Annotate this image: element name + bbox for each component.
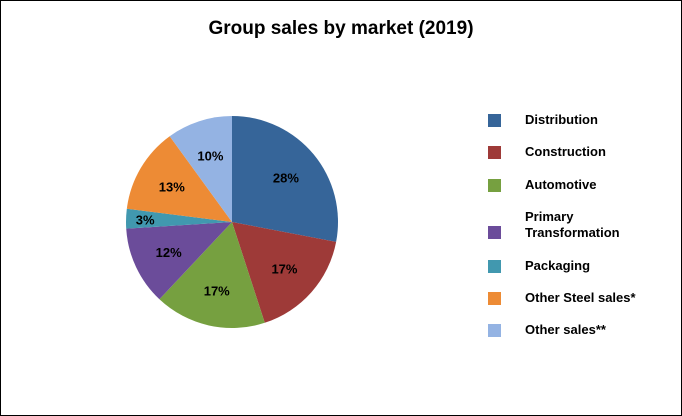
pie-slice-construction [232, 222, 337, 323]
legend-item: Distribution [488, 112, 678, 144]
legend-item: Primary Transformation [488, 209, 678, 241]
legend-item: Construction [488, 144, 678, 176]
legend-swatch-icon [488, 226, 501, 239]
legend-swatch-icon [488, 324, 501, 337]
legend-label: Other sales** [525, 322, 606, 337]
legend-swatch-icon [488, 179, 501, 192]
legend-label: Packaging [525, 258, 591, 273]
legend-swatch-icon [488, 292, 501, 305]
legend-label: Other Steel sales* [525, 290, 636, 305]
pie-slice-other-sales [169, 116, 232, 222]
slice-label: 12% [156, 245, 182, 260]
slice-label: 13% [159, 179, 185, 194]
pie-slice-automotive [159, 222, 265, 329]
legend-label: Distribution [525, 112, 598, 127]
pie-slice-other-steel-sales [126, 136, 232, 222]
slice-label: 28% [273, 170, 299, 185]
slice-label: 17% [271, 261, 297, 276]
legend-item: Other sales** [488, 322, 678, 354]
legend-swatch-icon [488, 146, 501, 159]
legend-item: Automotive [488, 177, 678, 209]
pie-slice-distribution [232, 116, 338, 242]
chart-title: Group sales by market (2019) [208, 18, 474, 39]
legend-label: Primary Transformation [525, 209, 620, 240]
legend-item: Packaging [488, 258, 678, 290]
legend-item: Other Steel sales* [488, 290, 678, 322]
pie-slice-packaging [126, 208, 232, 229]
legend-label: Automotive [525, 177, 597, 192]
legend-swatch-icon [488, 114, 501, 127]
pie-slice-primary-transformation [126, 222, 232, 300]
legend-label: Construction [525, 144, 606, 159]
slice-label: 17% [204, 283, 230, 298]
slice-label: 10% [197, 148, 223, 163]
slice-label: 3% [136, 212, 155, 227]
legend-swatch-icon [488, 260, 501, 273]
